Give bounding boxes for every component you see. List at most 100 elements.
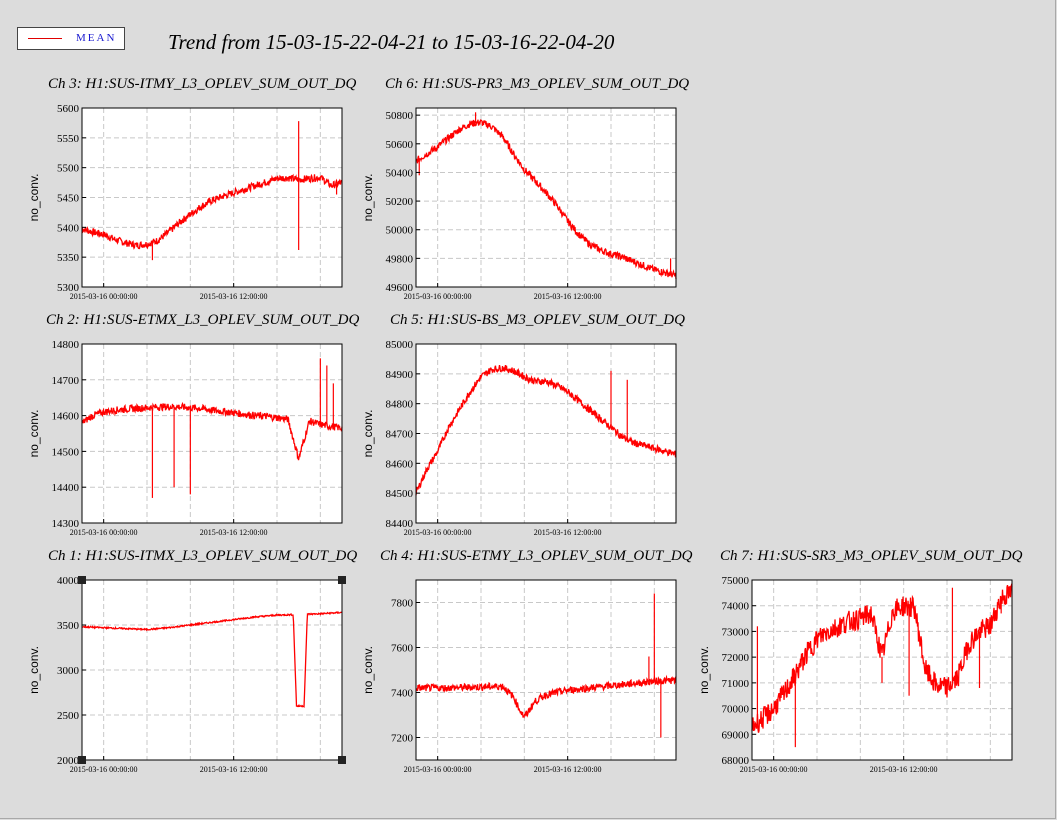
series-line-mean bbox=[81, 401, 343, 461]
y-tick-label: 7200 bbox=[391, 733, 414, 745]
x-tick-label: 2015-03-16 12:00:00 bbox=[870, 765, 938, 774]
y-axis-label: no_conv. bbox=[697, 646, 711, 694]
y-tick-label: 84600 bbox=[386, 458, 414, 470]
plot-frame bbox=[415, 107, 677, 288]
y-axis-label: no_conv. bbox=[361, 646, 375, 694]
y-tick-label: 7800 bbox=[391, 598, 414, 610]
y-tick-label: 84800 bbox=[386, 399, 414, 411]
y-axis-label: no_conv. bbox=[27, 646, 41, 694]
plot-title: Ch 3: H1:SUS-ITMY_L3_OPLEV_SUM_OUT_DQ bbox=[48, 76, 357, 92]
y-tick-label: 75000 bbox=[722, 575, 750, 587]
y-tick-label: 84700 bbox=[386, 429, 414, 441]
x-tick-label: 2015-03-16 12:00:00 bbox=[534, 765, 602, 774]
y-tick-label: 68000 bbox=[722, 755, 750, 767]
y-tick-label: 14500 bbox=[52, 446, 80, 458]
plot-ch5: 84400 84500 84600 84700 84800 84900 85000 2015-… bbox=[361, 312, 685, 537]
plot-title: Ch 6: H1:SUS-PR3_M3_OPLEV_SUM_OUT_DQ bbox=[385, 76, 689, 92]
y-tick-label: 50800 bbox=[386, 110, 414, 122]
y-tick-label: 50400 bbox=[386, 167, 414, 179]
plot-area bbox=[82, 344, 342, 523]
y-tick-label: 49600 bbox=[386, 282, 414, 294]
y-tick-label: 50600 bbox=[386, 139, 414, 151]
y-tick-label: 2500 bbox=[57, 710, 80, 722]
plot-frame bbox=[415, 579, 677, 761]
page-title: Trend from 15-03-15-22-04-21 to 15-03-16… bbox=[168, 30, 615, 54]
y-tick-label: 3500 bbox=[57, 620, 80, 632]
y-tick-label: 72000 bbox=[722, 652, 750, 664]
x-tick-label: 2015-03-16 12:00:00 bbox=[534, 292, 602, 301]
legend-line-swatch bbox=[28, 38, 62, 39]
y-tick-label: 7400 bbox=[391, 688, 414, 700]
y-tick-label: 71000 bbox=[722, 678, 750, 690]
y-tick-label: 70000 bbox=[722, 704, 750, 716]
y-tick-label: 5400 bbox=[57, 222, 80, 234]
y-axis-label: no_conv. bbox=[361, 410, 375, 458]
plot-ch1: 2000 2500 3000 3500 4000 2015-03-16 00:00:00 2… bbox=[27, 548, 357, 774]
y-tick-label: 73000 bbox=[722, 626, 750, 638]
y-axis-label: no_conv. bbox=[361, 174, 375, 222]
x-tick-label: 2015-03-16 00:00:00 bbox=[404, 528, 472, 537]
x-tick-label: 2015-03-16 00:00:00 bbox=[404, 765, 472, 774]
series-line-mean bbox=[415, 674, 677, 719]
plot-ch3: 5300 5350 5400 5450 5500 5550 5600 2015-03-16 0… bbox=[27, 76, 357, 301]
plot-title: Ch 4: H1:SUS-ETMY_L3_OPLEV_SUM_OUT_DQ bbox=[380, 548, 693, 564]
y-axis-label: no_conv. bbox=[27, 174, 41, 222]
resize-handle[interactable] bbox=[338, 756, 346, 764]
x-tick-label: 2015-03-16 12:00:00 bbox=[200, 292, 268, 301]
plot-ch4: 7200 7400 7600 7800 2015-03-16 00:00:00 2015-… bbox=[361, 548, 693, 774]
y-tick-label: 84500 bbox=[386, 488, 414, 500]
x-tick-label: 2015-03-16 00:00:00 bbox=[70, 528, 138, 537]
y-tick-label: 2000 bbox=[57, 755, 80, 767]
y-axis-label: no_conv. bbox=[27, 410, 41, 458]
plot-area bbox=[416, 108, 676, 287]
x-tick-label: 2015-03-16 12:00:00 bbox=[534, 528, 602, 537]
y-tick-label: 14700 bbox=[52, 375, 80, 387]
y-tick-label: 7600 bbox=[391, 643, 414, 655]
y-tick-label: 14600 bbox=[52, 411, 80, 423]
y-tick-label: 14800 bbox=[52, 339, 80, 351]
y-tick-label: 5500 bbox=[57, 163, 80, 175]
plot-title: Ch 2: H1:SUS-ETMX_L3_OPLEV_SUM_OUT_DQ bbox=[46, 312, 359, 328]
plot-title: Ch 7: H1:SUS-SR3_M3_OPLEV_SUM_OUT_DQ bbox=[720, 548, 1023, 564]
plot-frame bbox=[751, 579, 1013, 761]
legend-label: MEAN bbox=[76, 32, 117, 44]
y-tick-label: 74000 bbox=[722, 601, 750, 613]
x-tick-label: 2015-03-16 00:00:00 bbox=[70, 292, 138, 301]
y-tick-label: 5600 bbox=[57, 103, 80, 115]
y-tick-label: 5300 bbox=[57, 282, 80, 294]
resize-handle[interactable] bbox=[78, 756, 86, 764]
y-tick-label: 4000 bbox=[57, 575, 80, 587]
series-line-mean bbox=[81, 610, 343, 708]
y-tick-label: 84400 bbox=[386, 518, 414, 530]
x-tick-label: 2015-03-16 00:00:00 bbox=[404, 292, 472, 301]
plot-ch6: 49600 49800 50000 50200 50400 50600 50800 2015-… bbox=[361, 76, 689, 301]
y-tick-label: 5350 bbox=[57, 252, 80, 264]
plot-title: Ch 1: H1:SUS-ITMX_L3_OPLEV_SUM_OUT_DQ bbox=[48, 548, 357, 564]
plot-ch2: 14300 14400 14500 14600 14700 14800 2015-03-16… bbox=[27, 312, 359, 537]
series-line-mean bbox=[415, 119, 677, 280]
x-tick-label: 2015-03-16 00:00:00 bbox=[70, 765, 138, 774]
x-tick-label: 2015-03-16 12:00:00 bbox=[200, 765, 268, 774]
y-tick-label: 69000 bbox=[722, 729, 750, 741]
y-tick-label: 3000 bbox=[57, 665, 80, 677]
plot-frame bbox=[81, 343, 343, 524]
plot-ch7: 68000 69000 70000 71000 72000 73000 74000 75000… bbox=[697, 548, 1023, 774]
plot-title: Ch 5: H1:SUS-BS_M3_OPLEV_SUM_OUT_DQ bbox=[390, 312, 685, 328]
resize-handle[interactable] bbox=[338, 576, 346, 584]
y-tick-label: 50200 bbox=[386, 196, 414, 208]
y-tick-label: 50000 bbox=[386, 225, 414, 237]
y-tick-label: 5450 bbox=[57, 193, 80, 205]
x-tick-label: 2015-03-16 00:00:00 bbox=[740, 765, 808, 774]
y-tick-label: 84900 bbox=[386, 369, 414, 381]
x-tick-label: 2015-03-16 12:00:00 bbox=[200, 528, 268, 537]
y-tick-label: 49800 bbox=[386, 253, 414, 265]
resize-handle[interactable] bbox=[78, 576, 86, 584]
y-tick-label: 14300 bbox=[52, 518, 80, 530]
legend: MEAN bbox=[17, 27, 125, 50]
y-tick-label: 5550 bbox=[57, 133, 80, 145]
series-line-mean bbox=[415, 364, 677, 496]
y-tick-label: 85000 bbox=[386, 339, 414, 351]
y-tick-label: 14400 bbox=[52, 482, 80, 494]
